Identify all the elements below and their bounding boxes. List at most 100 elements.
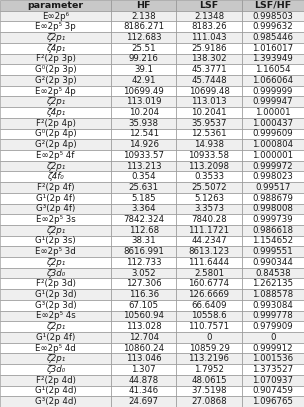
Text: LSF/HF: LSF/HF xyxy=(254,1,292,10)
Text: 10860.24: 10860.24 xyxy=(123,344,164,352)
Bar xyxy=(176,182,242,193)
Text: 3.364: 3.364 xyxy=(131,204,156,213)
Bar xyxy=(0,139,111,150)
Bar xyxy=(0,289,111,300)
Bar xyxy=(111,150,176,161)
Bar xyxy=(0,22,111,32)
Text: 0.979909: 0.979909 xyxy=(253,322,293,331)
Text: 1.373527: 1.373527 xyxy=(252,365,293,374)
Text: G³(2p 4f): G³(2p 4f) xyxy=(36,204,75,213)
Bar xyxy=(176,321,242,332)
Bar xyxy=(242,171,304,182)
Bar xyxy=(0,396,111,407)
Bar xyxy=(242,11,304,22)
Text: 24.697: 24.697 xyxy=(129,397,159,406)
Bar xyxy=(0,300,111,311)
Bar xyxy=(111,246,176,257)
Text: ζ2p₁: ζ2p₁ xyxy=(46,97,65,106)
Text: 8183.26: 8183.26 xyxy=(191,22,227,31)
Bar xyxy=(242,278,304,289)
Bar xyxy=(176,396,242,407)
Text: 0.999551: 0.999551 xyxy=(252,247,293,256)
Text: 0.986618: 0.986618 xyxy=(252,226,293,235)
Text: 111.043: 111.043 xyxy=(191,33,227,42)
Text: 48.0615: 48.0615 xyxy=(191,376,227,385)
Bar xyxy=(111,353,176,364)
Text: 8616.991: 8616.991 xyxy=(123,247,164,256)
Text: 27.0868: 27.0868 xyxy=(191,397,227,406)
Bar xyxy=(242,396,304,407)
Bar xyxy=(242,289,304,300)
Bar xyxy=(0,86,111,96)
Bar xyxy=(0,214,111,225)
Text: 45.3771: 45.3771 xyxy=(191,65,227,74)
Text: 25.51: 25.51 xyxy=(131,44,156,53)
Text: 25.631: 25.631 xyxy=(129,183,159,192)
Text: G³(2p 3d): G³(2p 3d) xyxy=(35,301,76,310)
Bar xyxy=(111,278,176,289)
Bar xyxy=(111,107,176,118)
Bar xyxy=(176,343,242,353)
Text: 138.302: 138.302 xyxy=(191,55,227,63)
Text: G⁰(2p 3p): G⁰(2p 3p) xyxy=(35,65,76,74)
Bar xyxy=(176,353,242,364)
Text: G²(2p 4p): G²(2p 4p) xyxy=(35,140,76,149)
Text: ζ4p₁: ζ4p₁ xyxy=(46,44,65,53)
Text: ζ3d₀: ζ3d₀ xyxy=(46,365,65,374)
Bar xyxy=(0,332,111,343)
Text: 1.262135: 1.262135 xyxy=(252,279,293,288)
Bar xyxy=(0,150,111,161)
Text: 126.6669: 126.6669 xyxy=(188,290,230,299)
Bar xyxy=(111,11,176,22)
Text: G²(2p 3p): G²(2p 3p) xyxy=(35,76,76,85)
Bar xyxy=(111,311,176,321)
Bar xyxy=(242,204,304,214)
Text: 112.68: 112.68 xyxy=(129,226,159,235)
Bar xyxy=(176,278,242,289)
Bar xyxy=(176,225,242,236)
Bar xyxy=(0,278,111,289)
Text: 1.7952: 1.7952 xyxy=(194,365,224,374)
Text: E∞2p⁵ 3d: E∞2p⁵ 3d xyxy=(35,247,76,256)
Bar xyxy=(176,257,242,268)
Bar xyxy=(242,22,304,32)
Bar xyxy=(242,353,304,364)
Text: 1.066064: 1.066064 xyxy=(252,76,293,85)
Text: 3.3573: 3.3573 xyxy=(194,204,224,213)
Bar xyxy=(111,236,176,246)
Bar xyxy=(0,54,111,64)
Bar xyxy=(111,385,176,396)
Text: 0.993084: 0.993084 xyxy=(252,301,293,310)
Text: E∞2p⁵ 4p: E∞2p⁵ 4p xyxy=(35,87,76,96)
Text: 127.306: 127.306 xyxy=(126,279,161,288)
Text: E∞2p⁶: E∞2p⁶ xyxy=(42,11,69,21)
Text: HF: HF xyxy=(136,1,151,10)
Text: 42.91: 42.91 xyxy=(131,76,156,85)
Bar xyxy=(242,0,304,11)
Text: G¹(2p 4f): G¹(2p 4f) xyxy=(36,194,75,203)
Bar xyxy=(111,129,176,139)
Bar xyxy=(111,54,176,64)
Text: ζ2p₁: ζ2p₁ xyxy=(46,162,65,171)
Text: 7840.28: 7840.28 xyxy=(191,215,227,224)
Text: 0.998503: 0.998503 xyxy=(252,11,293,21)
Bar xyxy=(176,11,242,22)
Bar xyxy=(176,129,242,139)
Text: 0.998023: 0.998023 xyxy=(252,172,293,181)
Text: 0.999632: 0.999632 xyxy=(252,22,293,31)
Text: 3.052: 3.052 xyxy=(131,269,156,278)
Bar xyxy=(111,22,176,32)
Bar xyxy=(111,300,176,311)
Bar xyxy=(0,107,111,118)
Text: F²(2p 4d): F²(2p 4d) xyxy=(36,376,75,385)
Text: 10.204: 10.204 xyxy=(129,108,159,117)
Text: ζ2p₁: ζ2p₁ xyxy=(46,33,65,42)
Bar xyxy=(176,96,242,107)
Bar xyxy=(176,214,242,225)
Text: 1.000001: 1.000001 xyxy=(252,151,293,160)
Bar xyxy=(111,343,176,353)
Bar xyxy=(242,129,304,139)
Text: 5.1263: 5.1263 xyxy=(194,194,224,203)
Bar xyxy=(0,161,111,171)
Text: 39.1: 39.1 xyxy=(134,65,153,74)
